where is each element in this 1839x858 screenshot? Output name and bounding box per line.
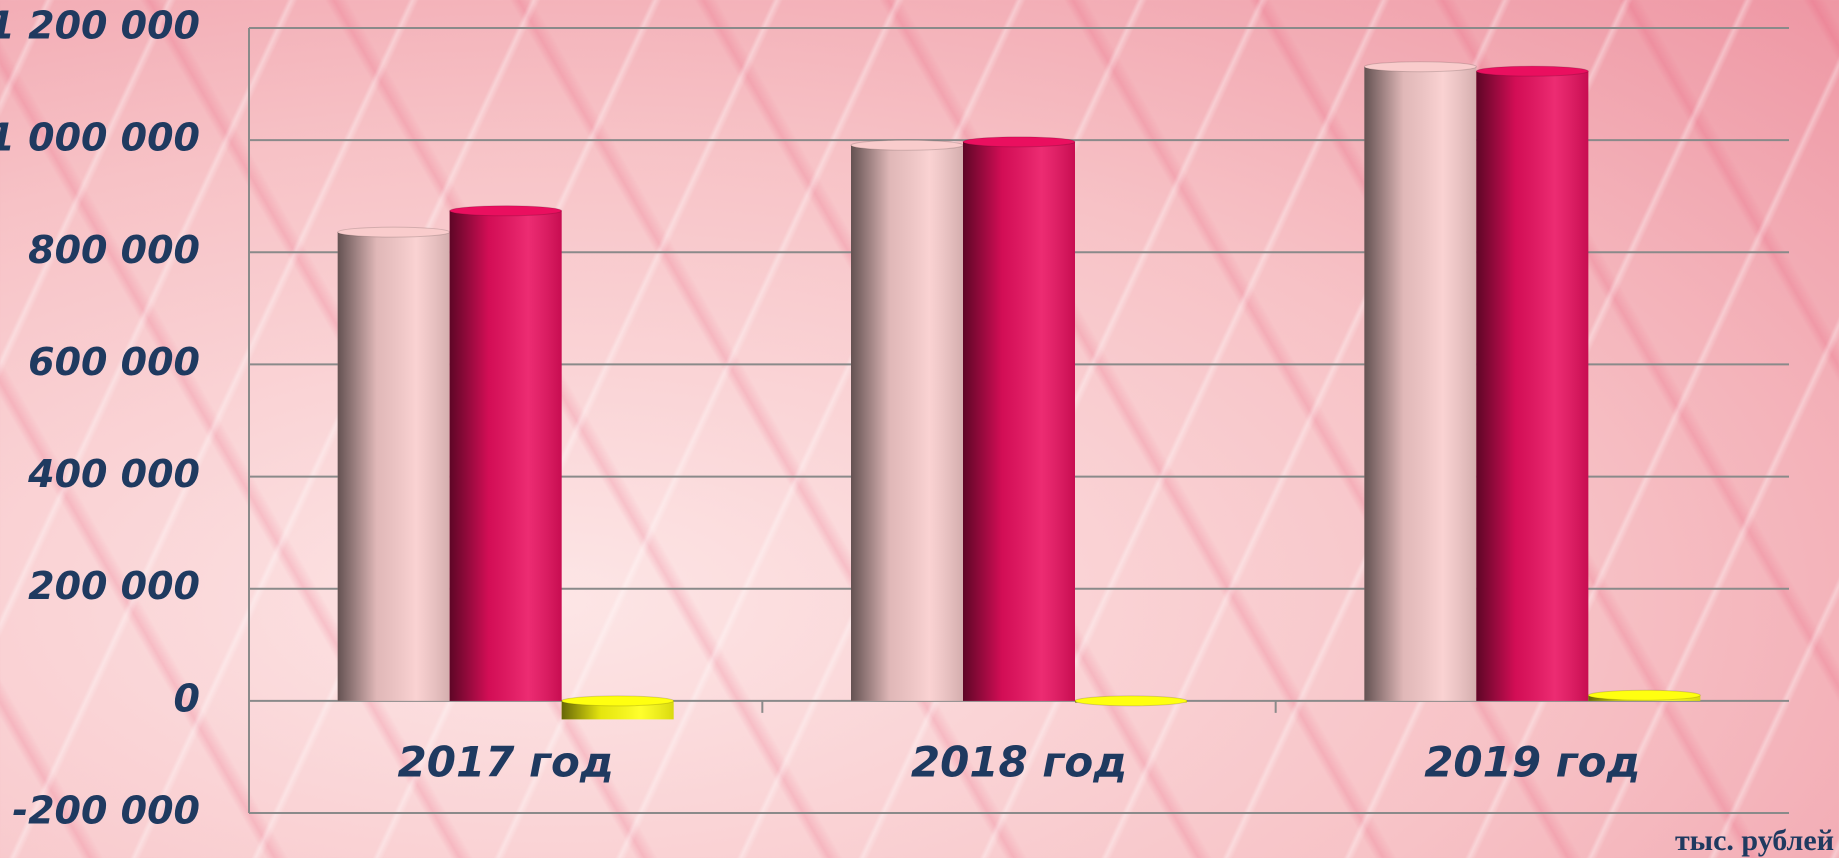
- x-tick-label: 2019 год: [1424, 738, 1640, 787]
- bar-cap: [450, 206, 562, 216]
- unit-label: тыс. рублей: [1675, 824, 1834, 857]
- bar-shade: [1476, 71, 1588, 701]
- x-tick-label: 2017 год: [398, 738, 614, 787]
- bar-shade: [338, 232, 450, 701]
- y-tick-label: 200 000: [28, 564, 200, 608]
- bar-cap: [1075, 696, 1187, 706]
- y-tick-label: 1 000 000: [0, 116, 200, 160]
- y-tick-label: 0: [174, 676, 200, 720]
- bar-cap: [1588, 690, 1700, 700]
- x-tick-label: 2018 год: [911, 738, 1127, 787]
- y-tick-label: 400 000: [27, 452, 200, 496]
- y-tick-label: 1 200 000: [0, 4, 200, 48]
- y-tick-label: 800 000: [28, 228, 200, 272]
- chart: тыс. рублей -200 000 0 200 000 400 000 600 0…: [0, 0, 1839, 858]
- bar-cap: [1364, 62, 1476, 72]
- bar-cap: [1476, 66, 1588, 76]
- y-tick-label: 600 000: [28, 340, 200, 384]
- bar-shade: [963, 142, 1075, 701]
- bar-cap: [338, 227, 450, 237]
- bar-cap: [963, 137, 1075, 147]
- bar-cap: [851, 140, 963, 150]
- bar-cap: [562, 696, 674, 706]
- bar-shade: [851, 145, 963, 701]
- y-tick-label: -200 000: [12, 789, 200, 833]
- bar-shade: [450, 211, 562, 701]
- bar-shade: [1364, 67, 1476, 701]
